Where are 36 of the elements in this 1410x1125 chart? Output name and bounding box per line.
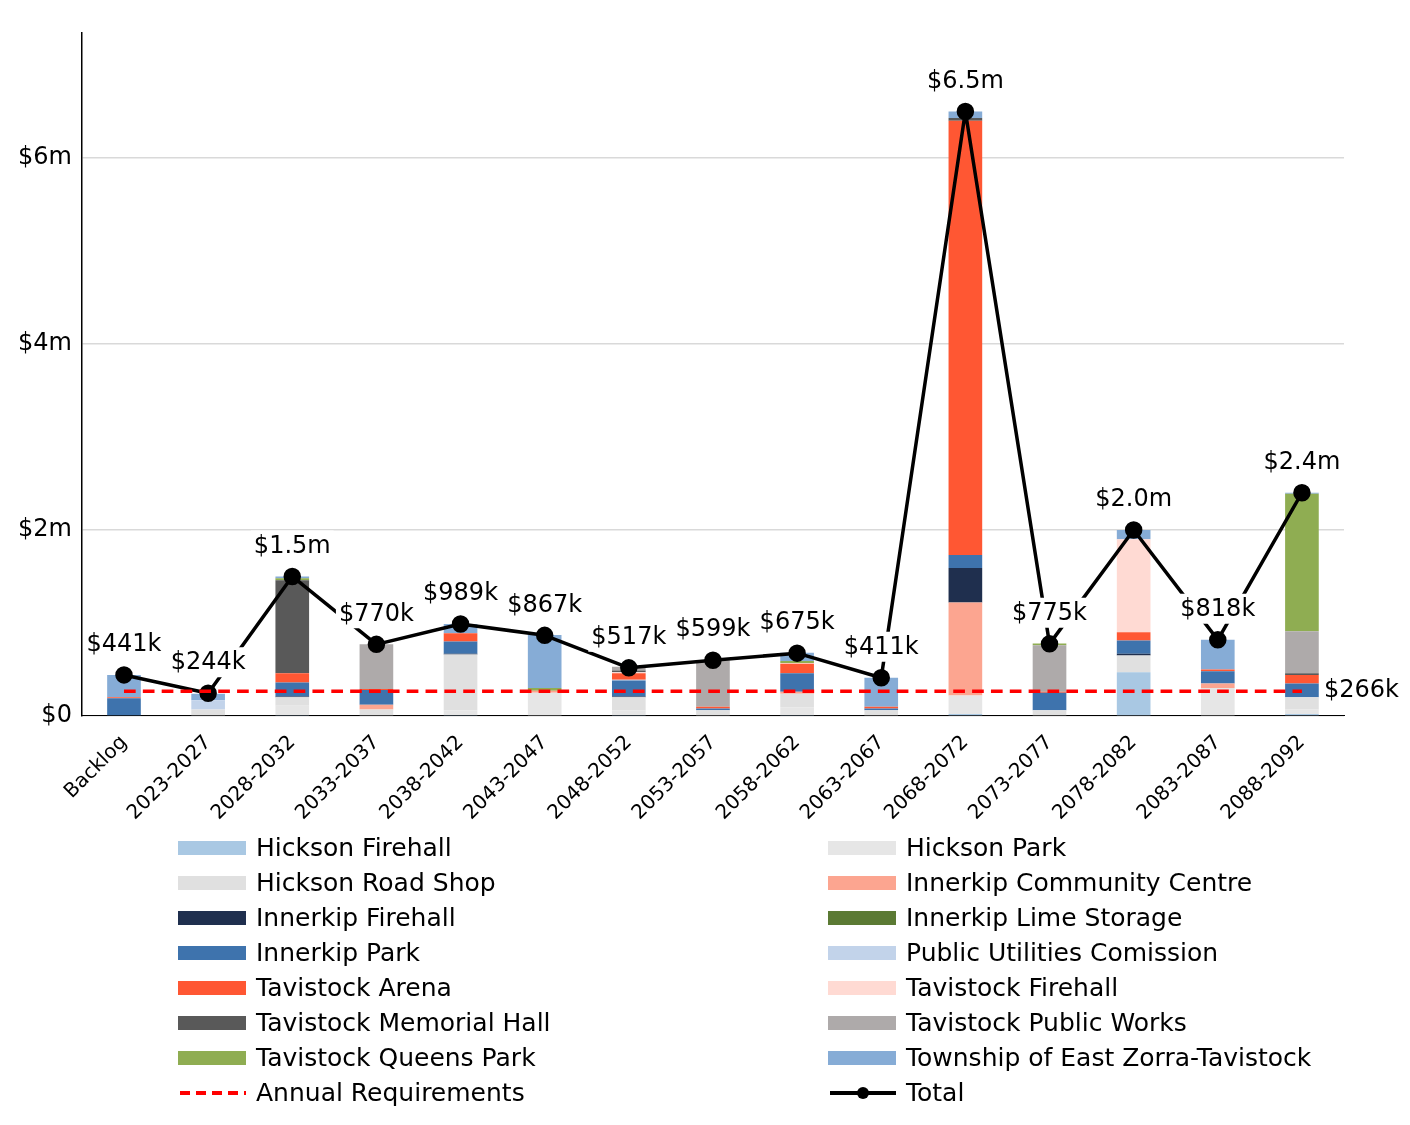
legend-label: Tavistock Firehall xyxy=(906,973,1119,1002)
legend-label: Innerkip Park xyxy=(256,938,420,967)
data-label: $770k xyxy=(338,598,414,627)
y-tick-label: $4m xyxy=(18,328,72,357)
y-tick-label: $6m xyxy=(18,142,72,171)
legend-label: Innerkip Community Centre xyxy=(906,868,1253,897)
legend-label: Innerkip Lime Storage xyxy=(906,903,1183,932)
y-tick-label: $0 xyxy=(41,700,72,729)
data-label: $2.0m xyxy=(1095,484,1173,513)
legend-label: Hickson Road Shop xyxy=(256,868,496,897)
data-label: $244k xyxy=(170,647,246,676)
legend-label: Public Utilities Comission xyxy=(906,938,1219,967)
data-label: $2.4m xyxy=(1263,446,1341,475)
data-label: $775k xyxy=(1012,598,1088,627)
legend-label: Township of East Zorra-Tavistock xyxy=(906,1043,1312,1072)
legend-label: Tavistock Memorial Hall xyxy=(256,1008,551,1037)
legend-label: Hickson Firehall xyxy=(256,833,452,862)
data-label: $441k xyxy=(86,629,162,658)
data-label: $675k xyxy=(759,607,835,636)
data-label: $266k xyxy=(1323,675,1400,704)
legend-label: Hickson Park xyxy=(906,833,1067,862)
legend-label: Innerkip Firehall xyxy=(256,903,456,932)
legend-label: Annual Requirements xyxy=(256,1078,525,1107)
legend-label: Tavistock Public Works xyxy=(906,1008,1187,1037)
legend-label: Tavistock Queens Park xyxy=(256,1043,536,1072)
y-tick-label: $2m xyxy=(18,514,72,543)
data-label: $989k xyxy=(423,578,499,607)
data-label: $517k xyxy=(591,622,667,651)
data-label: $599k xyxy=(675,614,751,643)
legend-label: Tavistock Arena xyxy=(256,973,452,1002)
data-label: $6.5m xyxy=(926,65,1004,94)
data-label: $411k xyxy=(843,631,919,660)
data-label: $867k xyxy=(507,589,583,618)
legend-label: Total xyxy=(906,1078,965,1107)
data-label: $1.5m xyxy=(253,530,331,559)
data-label: $818k xyxy=(1180,594,1256,623)
